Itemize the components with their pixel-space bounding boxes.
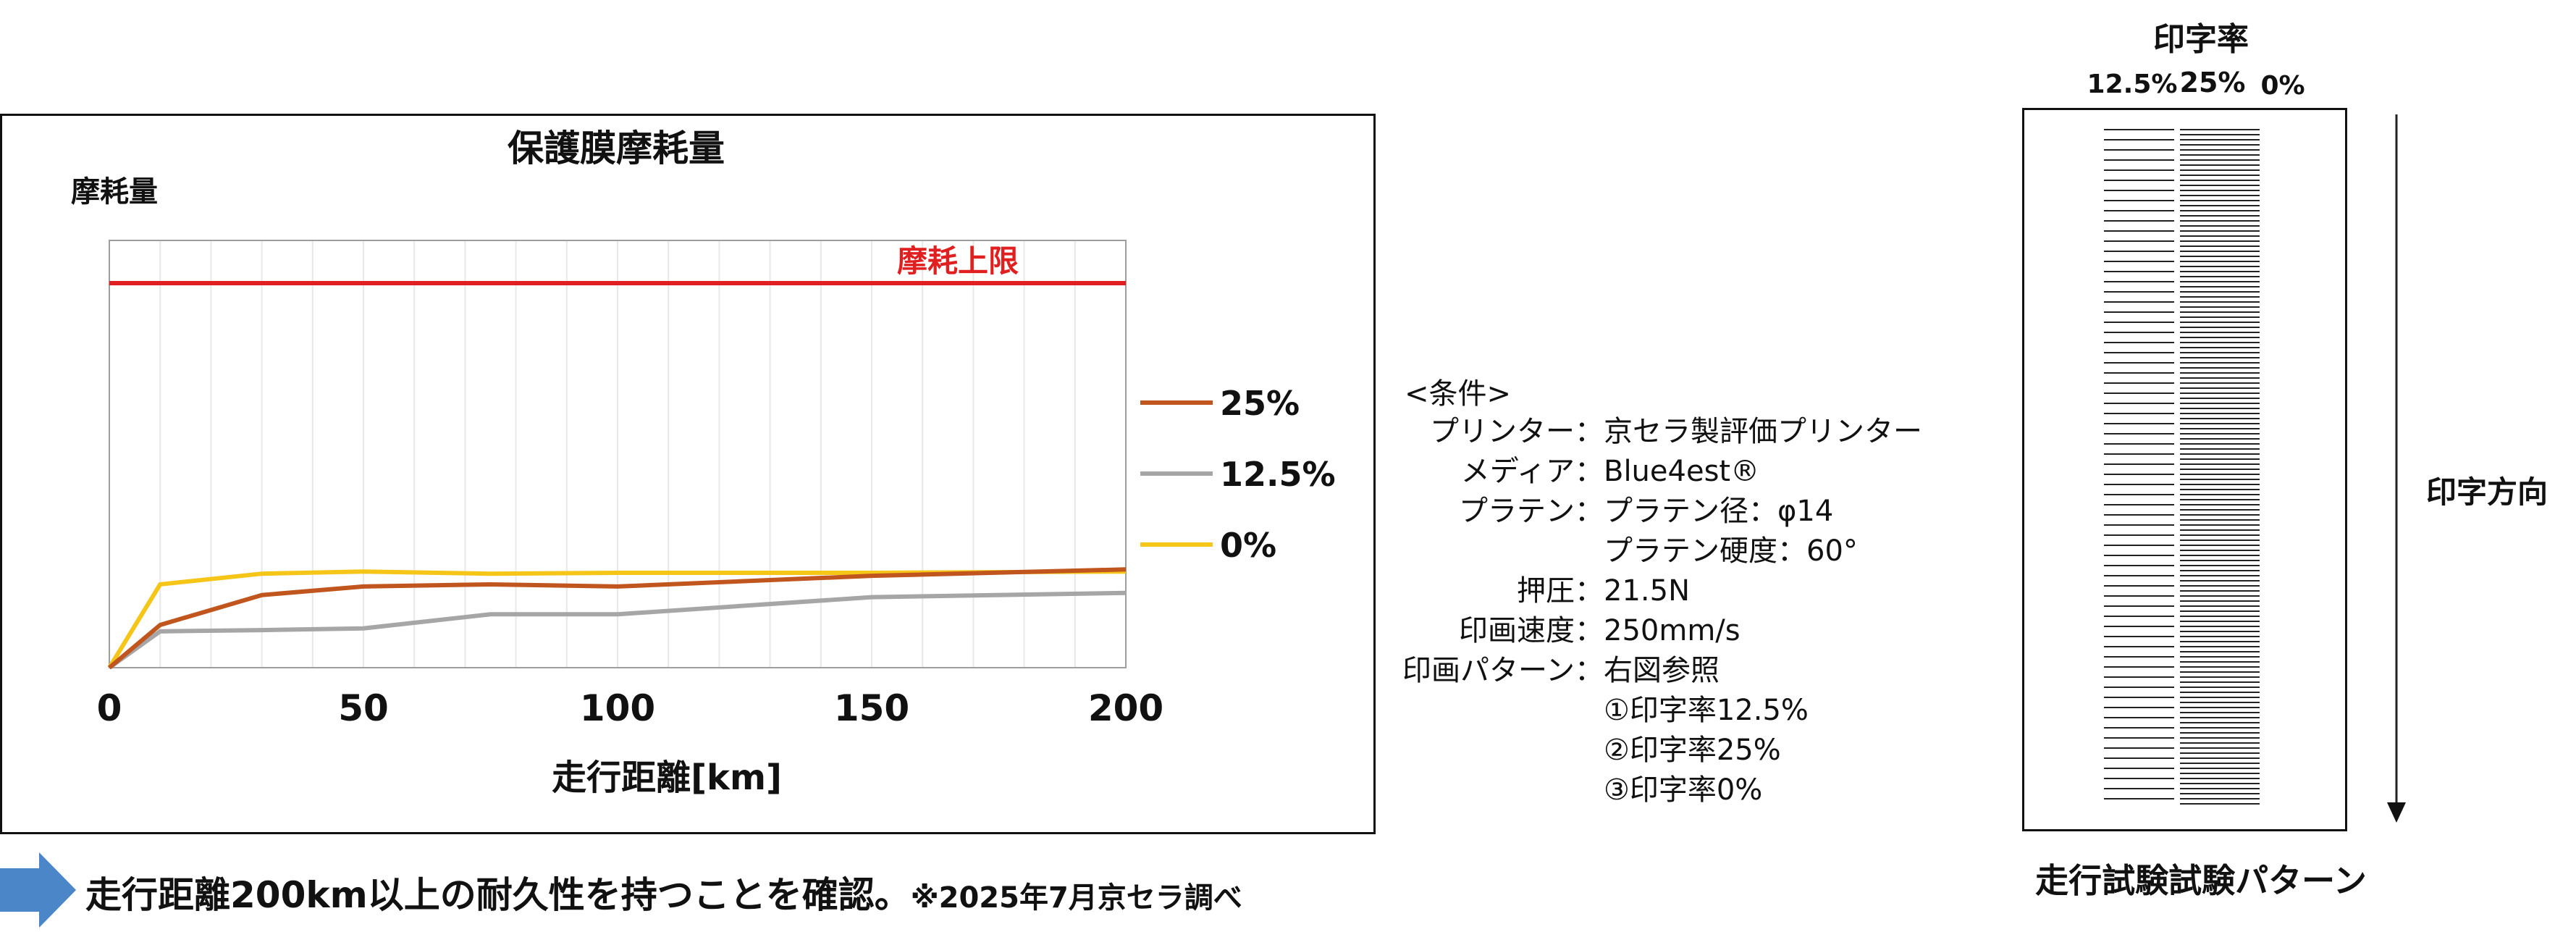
pattern-col-label-12-5: 12.5% [2087, 70, 2178, 99]
x-tick-label: 50 [338, 687, 389, 729]
condition-label: 印画パターン： [1402, 654, 1604, 687]
footer-statement: 走行距離200km以上の耐久性を持つことを確認。※2025年7月京セラ調べ [85, 866, 1242, 918]
condition-value: プラテン径：φ14 [1604, 495, 1834, 528]
legend-label: 12.5% [1220, 455, 1336, 494]
x-tick-label: 0 [97, 687, 122, 729]
condition-label: 印画速度： [1459, 614, 1604, 647]
pattern-sheet [2022, 108, 2347, 831]
footer-note-text: ※2025年7月京セラ調べ [910, 881, 1242, 915]
pattern-col-label-0: 0% [2260, 71, 2305, 101]
condition-row: プリンター： 京セラ製評価プリンター [1405, 417, 1926, 450]
condition-value: Blue4est® [1604, 455, 1760, 488]
condition-row: ②印字率25% [1405, 736, 1926, 769]
condition-row: 押圧： 21.5N [1405, 576, 1926, 610]
series-line [108, 567, 1127, 670]
condition-row: 印画速度： 250mm/s [1405, 616, 1926, 650]
x-tick-label: 150 [834, 687, 909, 729]
wear-chart: 保護膜摩耗量 摩耗量 走行距離[km] 摩耗上限 0 50 100 150 200 25% 1… [71, 127, 1336, 798]
condition-value: 京セラ製評価プリンター [1604, 415, 1922, 448]
condition-value: 右図参照 [1604, 654, 1720, 687]
x-tick-label: 100 [580, 687, 655, 729]
condition-row: 印画パターン： 右図参照 [1402, 654, 1926, 689]
condition-row: ①印字率12.5% [1405, 696, 1926, 729]
condition-row: プラテン硬度：60° [1405, 537, 1926, 570]
condition-row: プラテン： プラテン径：φ14 [1405, 497, 1926, 530]
condition-row: メディア： Blue4est® [1405, 457, 1926, 490]
pattern-caption: 走行試験試験パターン [2035, 861, 2367, 900]
conditions-panel: <条件> プリンター： 京セラ製評価プリンター メディア： Blue4est® プラテン… [1402, 377, 1926, 818]
condition-value: ①印字率12.5% [1604, 694, 1809, 727]
pattern-lines [2104, 129, 2260, 805]
condition-label: プリンター： [1430, 415, 1604, 448]
conditions-heading: <条件> [1405, 377, 1512, 411]
y-axis-label: 摩耗量 [71, 175, 158, 209]
pattern-col-label-25: 25% [2179, 67, 2246, 98]
condition-value: ②印字率25% [1604, 734, 1781, 767]
footer-arrow-icon [0, 852, 76, 928]
condition-value: 21.5N [1604, 574, 1690, 608]
series-line [107, 569, 1127, 669]
pattern-title: 印字率 [2153, 21, 2249, 58]
limit-line-label: 摩耗上限 [897, 243, 1019, 279]
plot-area [109, 240, 1127, 668]
chart-frame: 保護膜摩耗量 摩耗量 走行距離[km] 摩耗上限 0 50 100 150 200 25% 1… [0, 114, 1376, 834]
condition-label: 押圧： [1517, 574, 1604, 608]
condition-value: ③印字率0% [1604, 773, 1763, 807]
condition-value: 250mm/s [1604, 614, 1741, 647]
condition-row: ③印字率0% [1405, 776, 1926, 809]
print-direction-label: 印字方向 [2425, 474, 2548, 510]
x-tick-label: 200 [1088, 687, 1163, 729]
chart-title: 保護膜摩耗量 [508, 127, 725, 169]
legend-label: 0% [1220, 526, 1276, 565]
condition-label: プラテン： [1459, 495, 1604, 528]
series-line [108, 590, 1127, 670]
condition-value: プラテン硬度：60° [1604, 534, 1858, 568]
footer-main-text: 走行距離200km以上の耐久性を持つことを確認。 [85, 874, 911, 916]
condition-label: メディア： [1460, 455, 1604, 488]
legend-label: 25% [1220, 384, 1300, 423]
print-direction-arrow [2387, 114, 2406, 823]
x-axis-label: 走行距離[km] [552, 757, 782, 798]
